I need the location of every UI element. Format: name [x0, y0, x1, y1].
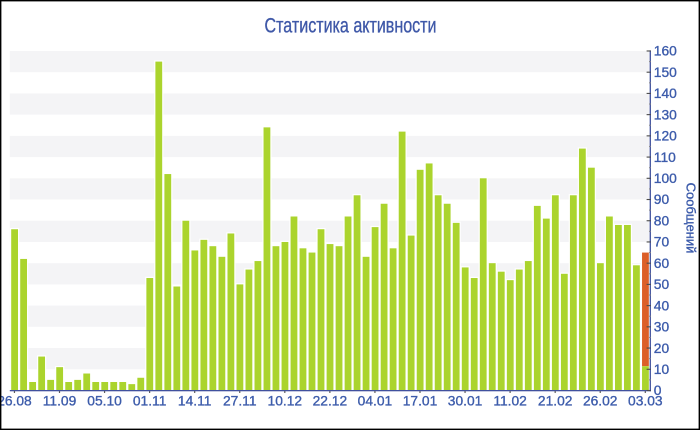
- svg-text:01.11: 01.11: [133, 394, 167, 409]
- svg-text:27.11: 27.11: [223, 394, 257, 409]
- svg-text:30.01: 30.01: [448, 394, 483, 409]
- svg-text:50: 50: [654, 277, 670, 292]
- svg-text:11.02: 11.02: [493, 394, 527, 409]
- svg-text:130: 130: [654, 107, 677, 122]
- svg-text:60: 60: [654, 256, 670, 271]
- svg-text:80: 80: [654, 213, 670, 228]
- svg-text:21.02: 21.02: [538, 394, 573, 409]
- svg-text:17.01: 17.01: [403, 394, 438, 409]
- svg-text:20: 20: [654, 341, 670, 356]
- svg-text:0: 0: [654, 383, 662, 398]
- svg-text:110: 110: [654, 150, 676, 165]
- svg-text:90: 90: [654, 192, 670, 207]
- svg-text:140: 140: [654, 86, 677, 101]
- svg-text:10: 10: [654, 362, 670, 377]
- svg-text:10.12: 10.12: [268, 394, 303, 409]
- svg-text:11.09: 11.09: [43, 394, 77, 409]
- svg-text:03.03: 03.03: [628, 394, 663, 409]
- svg-text:Статистика активности: Статистика активности: [265, 15, 437, 38]
- svg-text:05.10: 05.10: [87, 394, 122, 409]
- svg-text:26.08: 26.08: [0, 394, 32, 409]
- svg-text:30: 30: [654, 320, 670, 335]
- svg-text:120: 120: [654, 129, 677, 144]
- svg-text:Сообщений: Сообщений: [684, 183, 699, 254]
- svg-text:22.12: 22.12: [313, 394, 348, 409]
- svg-text:70: 70: [654, 235, 670, 250]
- svg-text:160: 160: [654, 44, 677, 59]
- svg-text:100: 100: [654, 171, 677, 186]
- svg-text:26.02: 26.02: [583, 394, 618, 409]
- svg-text:14.11: 14.11: [178, 394, 212, 409]
- svg-text:150: 150: [654, 65, 677, 80]
- svg-text:40: 40: [654, 298, 670, 313]
- svg-text:04.01: 04.01: [358, 394, 393, 409]
